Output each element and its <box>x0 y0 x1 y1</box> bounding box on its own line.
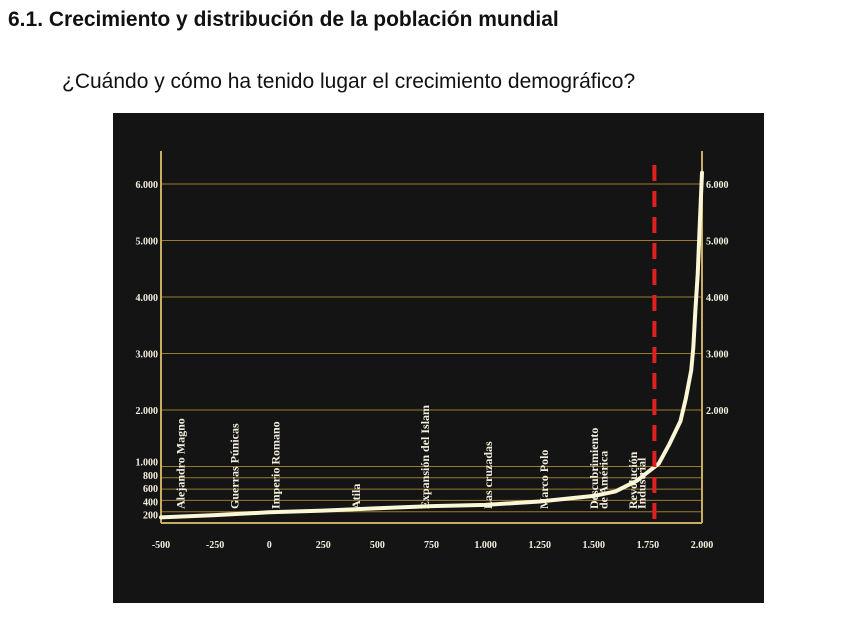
population-chart: Alejandro Magno Guerras Púnicas Imperio Ro… <box>113 113 764 603</box>
x-tick-label: 500 <box>370 540 385 551</box>
event-labels: Alejandro Magno Guerras Púnicas Imperio Ro… <box>173 405 648 509</box>
x-tick-label: 1.500 <box>583 540 606 551</box>
tick-labels: -500 -250 0 250 500 750 1.000 1.250 1.500 1.750 2.… <box>136 180 729 551</box>
population-curve <box>159 170 704 520</box>
y-tick-label-left: 600 <box>143 484 158 495</box>
y-tick-label-right: 2.000 <box>706 406 729 417</box>
event-label: Revolución <box>626 451 640 509</box>
event-label: Guerras Púnicas <box>228 423 242 509</box>
x-tick-label: 250 <box>316 540 331 551</box>
y-tick-label-left: 1.000 <box>136 458 159 469</box>
y-tick-label-right: 5.000 <box>706 237 729 248</box>
y-tick-label-left: 5.000 <box>136 237 159 248</box>
x-tick-label: -500 <box>152 540 170 551</box>
y-tick-label-right: 6.000 <box>706 180 729 191</box>
x-tick-label: 1.750 <box>637 540 660 551</box>
x-tick-label: 1.250 <box>528 540 551 551</box>
slide-subtitle: ¿Cuándo y cómo ha tenido lugar el crecim… <box>62 70 636 93</box>
x-tick-label: 2.000 <box>691 540 714 551</box>
y-tick-label-left: 6.000 <box>136 180 159 191</box>
x-tick-label: 750 <box>424 540 439 551</box>
y-tick-label-left: 3.000 <box>136 350 159 361</box>
event-label: Alejandro Magno <box>173 418 187 509</box>
slide-title: 6.1. Crecimiento y distribución de la po… <box>8 8 559 31</box>
chart-svg: Alejandro Magno Guerras Púnicas Imperio Ro… <box>113 113 764 603</box>
y-tick-label-left: 200 <box>143 511 158 522</box>
event-label: Atila <box>349 484 363 509</box>
event-label: Expansión del Islam <box>418 405 432 509</box>
x-tick-label: 0 <box>267 540 272 551</box>
event-label: Descubrimiento <box>587 428 601 509</box>
chart-background <box>113 113 764 603</box>
y-tick-label-left: 800 <box>143 471 158 482</box>
y-tick-label-left: 4.000 <box>136 293 159 304</box>
event-label: Marco Polo <box>537 450 551 509</box>
y-tick-label-left: 400 <box>143 497 158 508</box>
event-label: Las cruzadas <box>481 441 495 509</box>
x-tick-label: 1.000 <box>474 540 497 551</box>
y-tick-label-right: 4.000 <box>706 293 729 304</box>
event-label: Imperio Romano <box>269 421 283 509</box>
x-tick-label: -250 <box>206 540 224 551</box>
series-layer <box>159 170 704 520</box>
y-tick-label-right: 3.000 <box>706 350 729 361</box>
event-label: de América <box>597 451 611 509</box>
grid-layer <box>161 183 702 513</box>
y-tick-label-left: 2.000 <box>136 406 159 417</box>
event-label: Industrial <box>634 457 648 509</box>
